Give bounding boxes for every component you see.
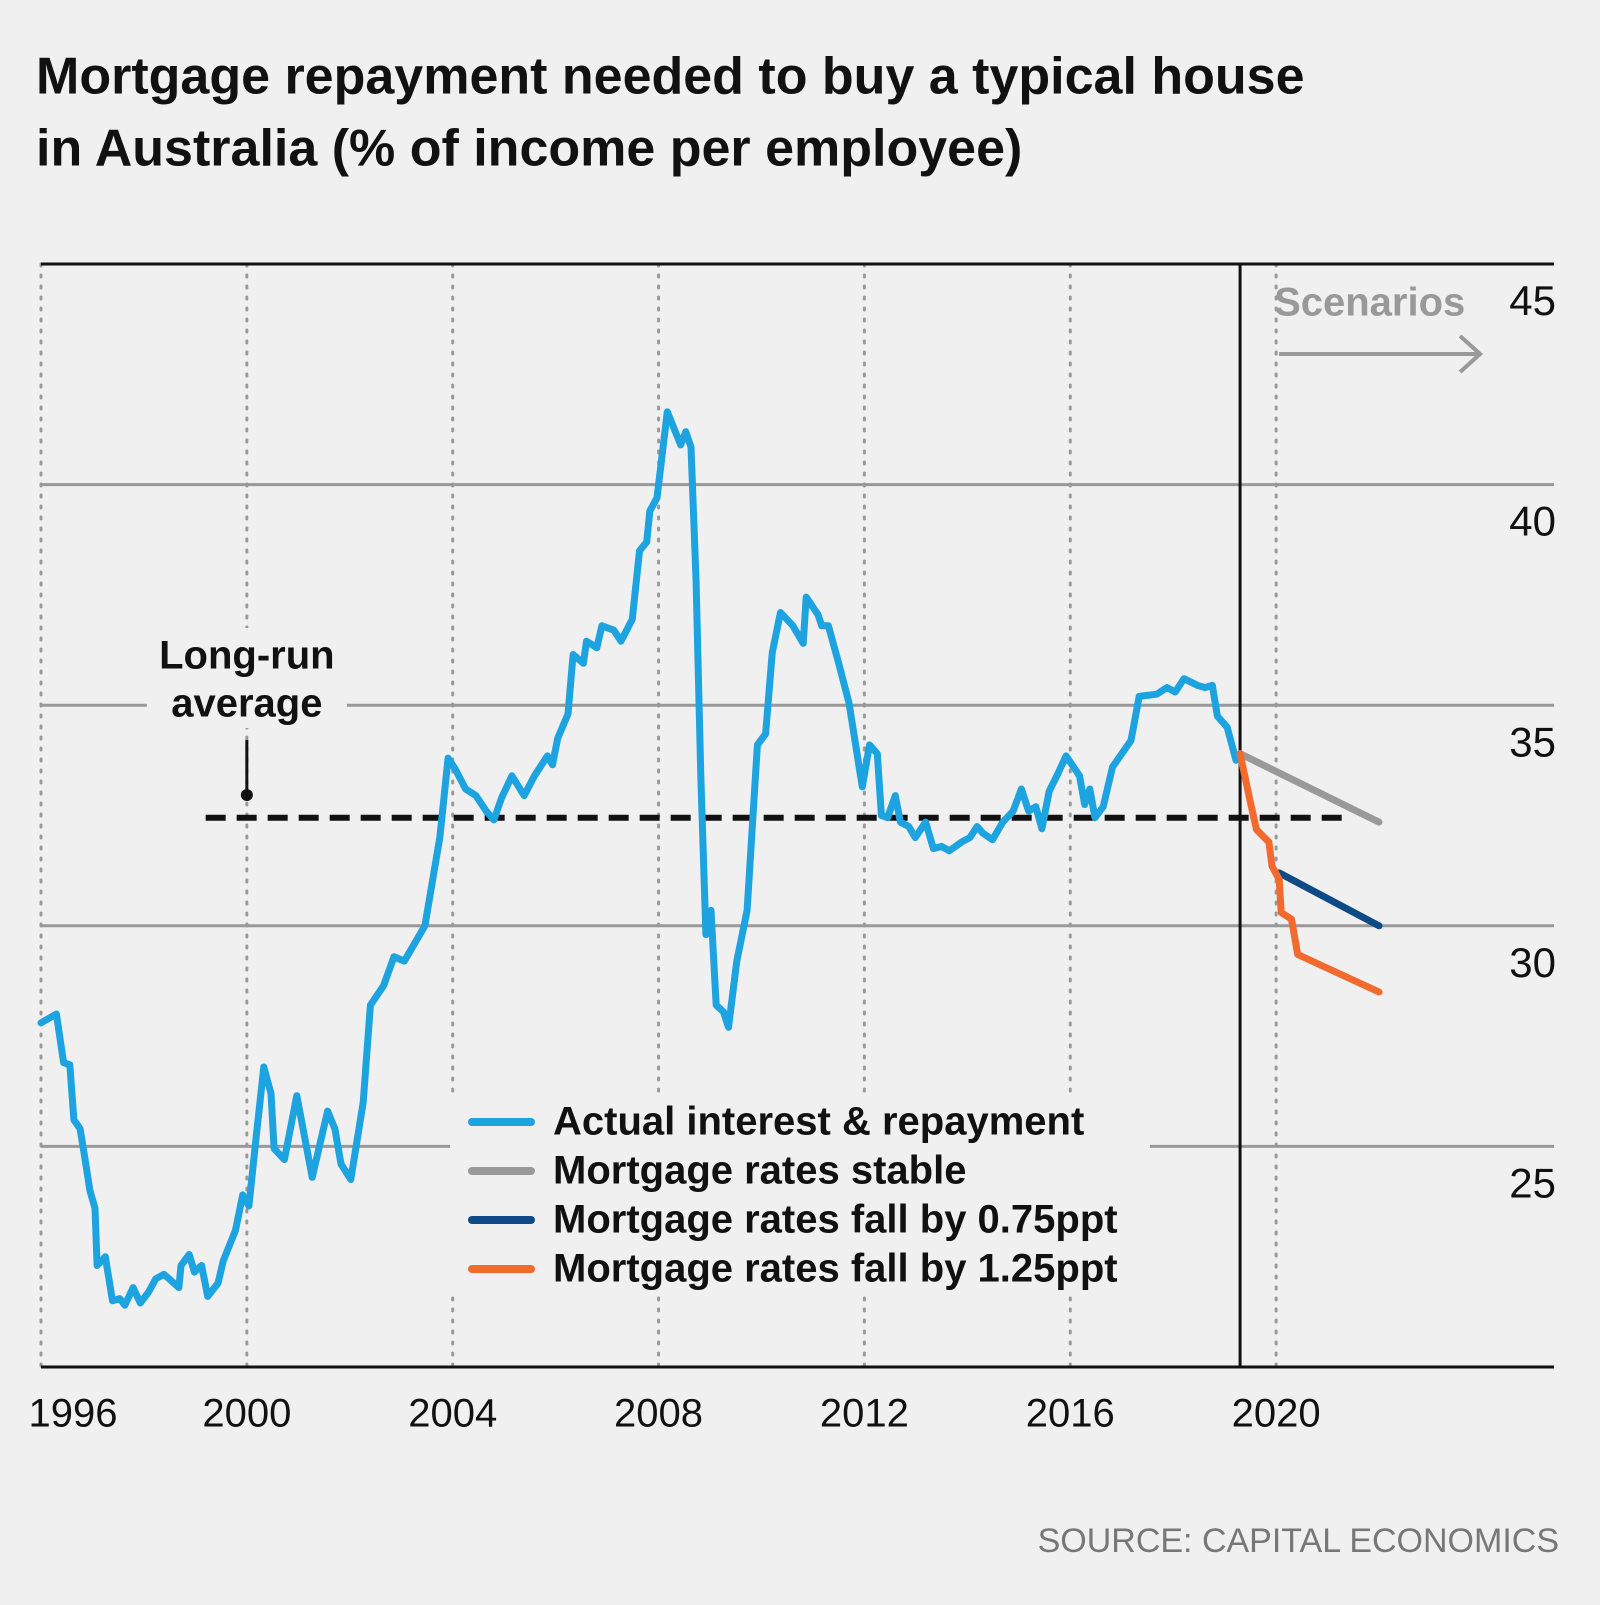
- average-pointer-dot: [240, 789, 253, 801]
- series-line: [1275, 869, 1383, 930]
- chart-title: in Australia (% of income per employee): [36, 120, 1022, 178]
- average-label: average: [171, 682, 322, 726]
- average-label: Long-run: [159, 634, 335, 678]
- y-tick-label: 40: [1509, 498, 1556, 545]
- scenario-arrow: [1279, 334, 1484, 374]
- y-tick-label: 30: [1509, 939, 1556, 986]
- x-tick-label: 2020: [1232, 1392, 1321, 1436]
- legend-label: Mortgage rates fall by 1.25ppt: [553, 1247, 1118, 1291]
- x-tick-label: 2008: [614, 1392, 703, 1436]
- series-line: [37, 408, 1244, 1309]
- chart-title: Mortgage repayment needed to buy a typic…: [36, 48, 1305, 106]
- series-line: [1236, 750, 1383, 996]
- label-background: [146, 628, 347, 728]
- x-tick-label: 2016: [1026, 1392, 1115, 1436]
- x-tick-label: 1996: [29, 1392, 118, 1436]
- y-tick-label: 25: [1509, 1159, 1556, 1206]
- legend-label: Mortgage rates fall by 0.75ppt: [553, 1198, 1118, 1242]
- source: SOURCE: CAPITAL ECONOMICS: [1038, 1522, 1559, 1560]
- legend-label: Mortgage rates stable: [553, 1149, 966, 1193]
- x-tick-label: 2004: [408, 1392, 497, 1436]
- legend-background: [450, 1098, 1150, 1294]
- y-tick-label: 45: [1509, 277, 1556, 324]
- x-tick-label: 2012: [820, 1392, 909, 1436]
- x-tick-label: 2000: [202, 1392, 291, 1436]
- y-tick-label: 35: [1509, 718, 1556, 765]
- legend-label: Actual interest & repayment: [553, 1100, 1084, 1144]
- series-line: [1236, 750, 1383, 826]
- scenario-label: Scenarios: [1274, 281, 1465, 325]
